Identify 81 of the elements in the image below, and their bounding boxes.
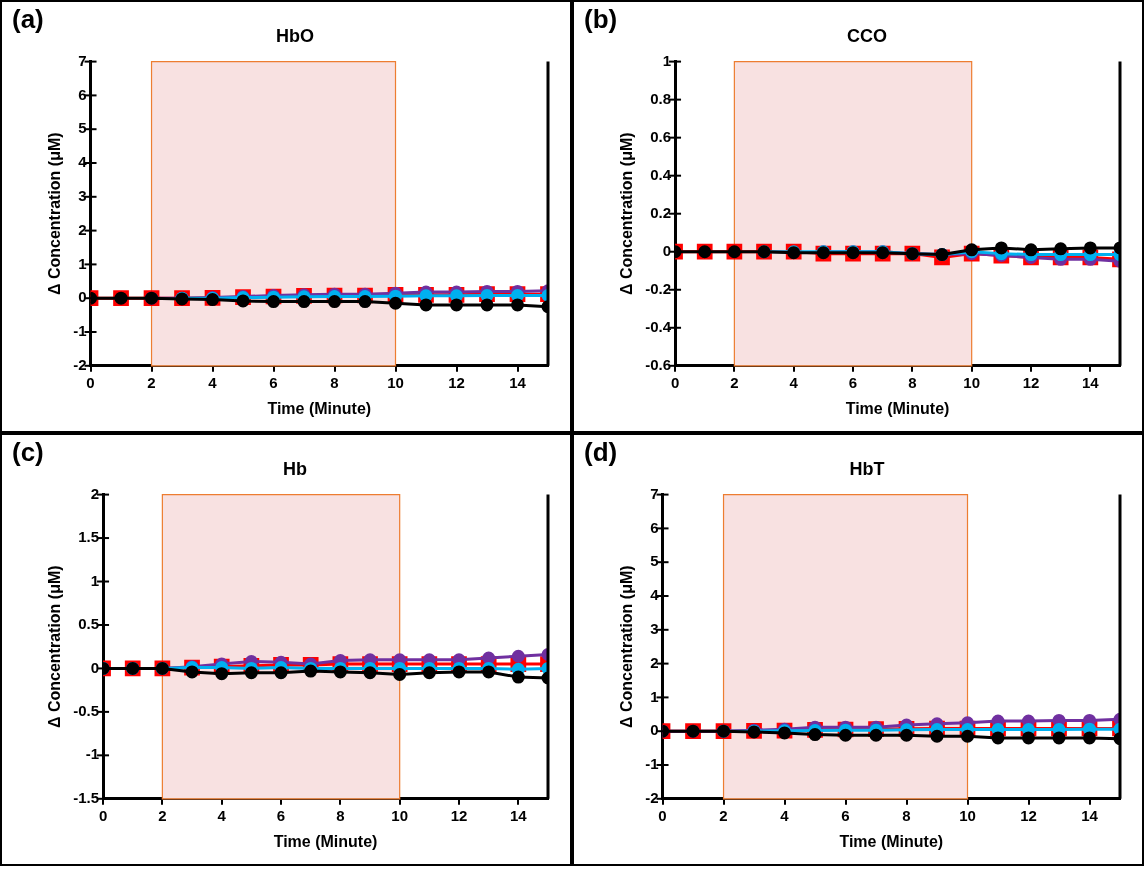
text: (d) <box>584 437 618 468</box>
y-tick-label: -0.4 <box>645 317 672 335</box>
x-tick-label: 14 <box>509 806 528 824</box>
x-tick-label: 10 <box>387 373 404 391</box>
x-tick-label: 10 <box>959 806 976 824</box>
y-tick-label: 4 <box>78 153 88 171</box>
x-tick-label: 8 <box>336 806 345 824</box>
x-tick-label: 4 <box>208 373 218 391</box>
y-tick-label: 7 <box>650 484 659 502</box>
y-tick-label: 2 <box>90 484 100 502</box>
chart-title: HbO <box>276 25 314 46</box>
y-tick-label: 4 <box>650 586 660 604</box>
x-tick-label: 2 <box>158 806 167 824</box>
y-axis-title: Δ Concentration (μM) <box>46 565 64 728</box>
x-tick-label: 10 <box>963 373 981 391</box>
x-axis-title: Time (Minute) <box>273 832 378 850</box>
y-tick-label: 0 <box>90 658 100 676</box>
y-tick-label: 0.8 <box>650 89 672 107</box>
y-tick-label: -2 <box>73 355 87 373</box>
y-tick-label: -1.5 <box>73 788 100 806</box>
y-tick-label: 3 <box>650 619 659 637</box>
x-tick-label: 2 <box>719 806 728 824</box>
y-tick-label: 6 <box>78 85 87 103</box>
x-tick-label: 12 <box>450 806 468 824</box>
chart-title: CCO <box>847 25 887 46</box>
text: (a) <box>12 4 44 35</box>
chart-title: HbT <box>849 458 885 479</box>
text: (c) <box>12 437 44 468</box>
y-tick-label: -0.6 <box>645 355 672 373</box>
y-axis-title: Δ Concentration (μM) <box>618 565 636 728</box>
x-tick-label: 8 <box>908 373 917 391</box>
y-tick-label: 0.6 <box>650 127 672 145</box>
x-tick-label: 14 <box>1081 806 1099 824</box>
y-tick-label: 0 <box>78 288 87 306</box>
x-tick-label: 6 <box>841 806 850 824</box>
x-tick-label: 8 <box>330 373 339 391</box>
y-tick-label: -1 <box>85 745 100 763</box>
y-tick-label: 1 <box>90 571 100 589</box>
y-tick-label: 1 <box>662 51 672 69</box>
y-tick-label: 7 <box>78 51 87 69</box>
y-tick-label: -0.5 <box>73 702 100 720</box>
x-tick-label: 2 <box>147 373 156 391</box>
y-tick-label: 1 <box>78 254 87 272</box>
x-tick-label: 4 <box>217 806 227 824</box>
x-tick-label: 4 <box>789 373 799 391</box>
y-tick-label: 0 <box>662 241 672 259</box>
x-tick-label: 6 <box>848 373 858 391</box>
y-tick-label: -2 <box>645 788 659 806</box>
x-tick-label: 14 <box>509 373 527 391</box>
y-tick-label: 6 <box>650 518 659 536</box>
x-tick-label: 12 <box>1022 373 1040 391</box>
x-axis-title: Time (Minute) <box>267 399 372 417</box>
y-tick-label: 2 <box>650 653 659 671</box>
y-tick-label: -1 <box>645 755 659 773</box>
x-tick-label: 2 <box>730 373 739 391</box>
y-tick-label: 0.4 <box>650 165 672 183</box>
y-tick-label: 5 <box>650 552 659 570</box>
y-tick-label: 0 <box>650 721 659 739</box>
x-tick-label: 6 <box>276 806 286 824</box>
x-axis-title: Time (Minute) <box>839 832 944 850</box>
y-tick-label: 1.5 <box>78 528 100 546</box>
y-tick-label: -0.2 <box>645 279 672 297</box>
x-tick-label: 10 <box>391 806 409 824</box>
x-tick-label: 4 <box>780 806 790 824</box>
chart-title: Hb <box>283 458 307 479</box>
y-tick-label: 1 <box>650 687 659 705</box>
y-tick-label: 0.5 <box>78 615 100 633</box>
y-tick-label: 5 <box>78 119 87 137</box>
x-tick-label: 8 <box>902 806 911 824</box>
text: (b) <box>584 4 618 35</box>
x-axis-title: Time (Minute) <box>845 399 950 417</box>
x-tick-label: 6 <box>269 373 278 391</box>
y-tick-label: 2 <box>78 220 87 238</box>
y-axis-title: Δ Concentration (μM) <box>46 132 64 295</box>
y-tick-label: 0.2 <box>650 203 672 221</box>
x-tick-label: 14 <box>1081 373 1100 391</box>
y-tick-label: -1 <box>73 322 87 340</box>
x-tick-label: 12 <box>1020 806 1037 824</box>
x-tick-label: 12 <box>448 373 465 391</box>
y-tick-label: 3 <box>78 186 87 204</box>
y-axis-title: Δ Concentration (μM) <box>618 132 636 295</box>
